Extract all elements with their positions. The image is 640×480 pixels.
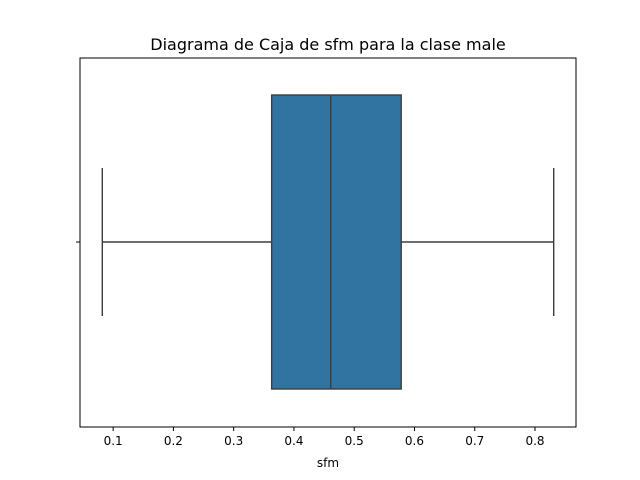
- x-tick-label: 0.8: [525, 434, 544, 448]
- x-tick-label: 0.7: [465, 434, 484, 448]
- x-axis-label: sfm: [317, 456, 339, 470]
- x-axis: 0.1 0.2 0.3 0.4 0.5 0.6 0.7 0.8: [104, 427, 545, 448]
- x-tick-label: 0.3: [224, 434, 243, 448]
- interquartile-box: [270, 94, 402, 390]
- chart-title: Diagrama de Caja de sfm para la clase ma…: [150, 35, 505, 54]
- x-tick-label: 0.2: [164, 434, 183, 448]
- x-tick-label: 0.1: [104, 434, 123, 448]
- plot-area: [101, 94, 555, 390]
- x-tick-label: 0.5: [345, 434, 364, 448]
- x-tick-label: 0.4: [284, 434, 303, 448]
- x-tick-label: 0.6: [405, 434, 424, 448]
